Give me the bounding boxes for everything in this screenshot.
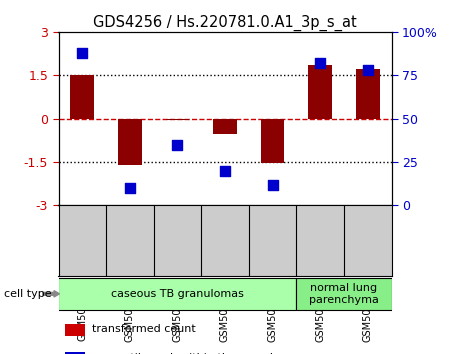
- Point: [316, 60, 324, 66]
- Text: transformed count: transformed count: [92, 324, 196, 334]
- Bar: [213, 119, 237, 135]
- Bar: [65, 324, 85, 336]
- Bar: [58, 278, 297, 310]
- Bar: [297, 278, 392, 310]
- Bar: [261, 119, 284, 164]
- Bar: [166, 119, 189, 120]
- Point: [174, 142, 181, 147]
- Bar: [308, 65, 332, 119]
- Bar: [356, 69, 380, 119]
- Text: caseous TB granulomas: caseous TB granulomas: [111, 289, 244, 299]
- Point: [79, 50, 86, 56]
- Text: cell type: cell type: [4, 289, 52, 299]
- Bar: [65, 352, 85, 354]
- Point: [126, 185, 134, 191]
- Point: [364, 67, 371, 73]
- Title: GDS4256 / Hs.220781.0.A1_3p_s_at: GDS4256 / Hs.220781.0.A1_3p_s_at: [93, 14, 357, 30]
- Point: [221, 168, 229, 173]
- Bar: [70, 75, 94, 119]
- Bar: [118, 119, 142, 165]
- Point: [269, 182, 276, 187]
- Text: percentile rank within the sample: percentile rank within the sample: [92, 353, 280, 354]
- Text: normal lung
parenchyma: normal lung parenchyma: [309, 283, 379, 305]
